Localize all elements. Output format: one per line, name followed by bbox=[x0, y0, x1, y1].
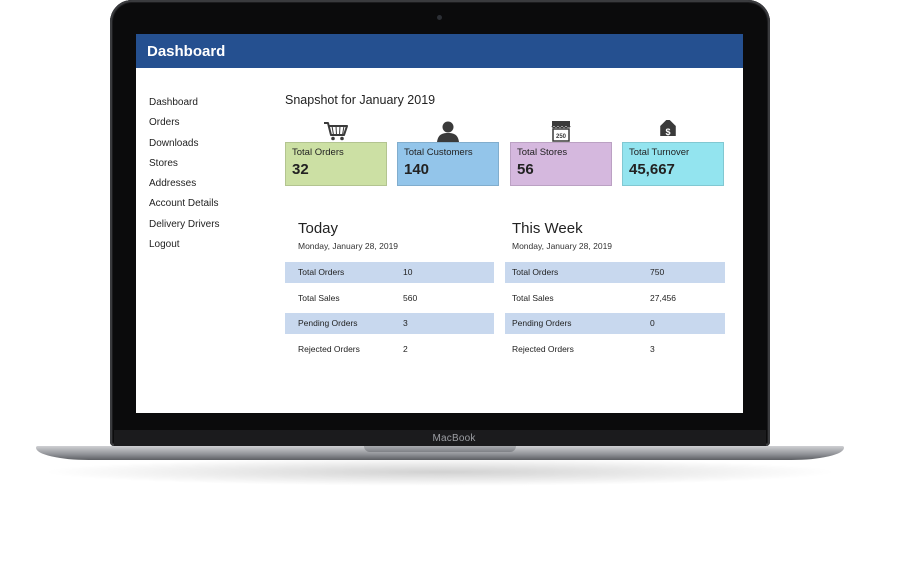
week-title: This Week bbox=[512, 220, 583, 237]
card-value: 32 bbox=[292, 161, 309, 178]
sidebar-item-logout[interactable]: Logout bbox=[149, 239, 180, 251]
card-label: Total Orders bbox=[292, 147, 344, 158]
card-total-turnover[interactable]: Total Turnover 45,667 bbox=[622, 142, 724, 186]
table-row: Pending Orders 0 bbox=[505, 313, 725, 334]
app-header: Dashboard bbox=[136, 34, 743, 68]
card-label: Total Stores bbox=[517, 147, 568, 158]
price-tag-icon: $ bbox=[653, 120, 683, 142]
sidebar-item-downloads[interactable]: Downloads bbox=[149, 137, 199, 149]
card-total-customers[interactable]: Total Customers 140 bbox=[397, 142, 499, 186]
card-label: Total Turnover bbox=[629, 147, 690, 158]
camera-icon bbox=[437, 15, 442, 20]
today-title: Today bbox=[298, 220, 339, 237]
card-label: Total Customers bbox=[404, 147, 473, 158]
laptop-hinge-notch bbox=[364, 446, 516, 452]
week-date: Monday, January 28, 2019 bbox=[512, 241, 613, 251]
row-value: 3 bbox=[650, 343, 655, 354]
row-value: 750 bbox=[650, 267, 665, 277]
today-date: Monday, January 28, 2019 bbox=[298, 241, 399, 251]
card-value: 45,667 bbox=[629, 161, 675, 178]
sidebar-item-orders[interactable]: Orders bbox=[149, 117, 180, 129]
laptop-shadow bbox=[40, 458, 840, 486]
laptop-base bbox=[36, 446, 844, 460]
store-icon-text: 250 bbox=[556, 134, 567, 140]
person-icon bbox=[433, 120, 463, 142]
table-row: Total Sales 560 bbox=[285, 288, 494, 309]
screen: Dashboard Dashboard Orders Downloads Sto… bbox=[136, 34, 743, 413]
laptop-bezel bbox=[114, 430, 766, 448]
svg-text:$: $ bbox=[665, 127, 670, 137]
row-value: 0 bbox=[650, 318, 655, 328]
shopping-cart-icon bbox=[321, 120, 351, 142]
table-row: Rejected Orders 3 bbox=[505, 339, 725, 360]
table-row: Rejected Orders 2 bbox=[285, 339, 494, 360]
sidebar-item-delivery-drivers[interactable]: Delivery Drivers bbox=[149, 218, 220, 230]
storefront-icon: 250 bbox=[546, 120, 576, 142]
row-label: Pending Orders bbox=[298, 318, 358, 328]
sidebar-item-addresses[interactable]: Addresses bbox=[149, 178, 197, 190]
sidebar-item-dashboard[interactable]: Dashboard bbox=[149, 97, 198, 108]
row-label: Rejected Orders bbox=[512, 343, 574, 354]
page-title: Dashboard bbox=[147, 43, 226, 60]
row-label: Total Orders bbox=[512, 267, 559, 277]
device-brand-label: MacBook bbox=[432, 433, 476, 444]
row-label: Total Sales bbox=[512, 292, 554, 303]
sidebar-item-account-details[interactable]: Account Details bbox=[149, 198, 219, 210]
row-label: Rejected Orders bbox=[298, 343, 360, 354]
row-value: 3 bbox=[403, 318, 408, 328]
week-stats-table: Total Orders 750 Total Sales 27,456 Pend… bbox=[505, 262, 725, 364]
snapshot-title: Snapshot for January 2019 bbox=[285, 93, 436, 107]
sidebar-item-stores[interactable]: Stores bbox=[149, 157, 178, 169]
card-value: 56 bbox=[517, 161, 534, 178]
table-row: Pending Orders 3 bbox=[285, 313, 494, 334]
row-value: 560 bbox=[403, 292, 418, 303]
table-row: Total Orders 10 bbox=[285, 262, 494, 283]
card-total-orders[interactable]: Total Orders 32 bbox=[285, 142, 387, 186]
row-label: Total Orders bbox=[298, 267, 345, 277]
row-value: 10 bbox=[403, 267, 413, 277]
row-value: 27,456 bbox=[650, 292, 676, 303]
row-label: Pending Orders bbox=[512, 318, 572, 328]
table-row: Total Sales 27,456 bbox=[505, 288, 725, 309]
row-label: Total Sales bbox=[298, 292, 340, 303]
today-stats-table: Total Orders 10 Total Sales 560 Pending … bbox=[285, 262, 494, 364]
table-row: Total Orders 750 bbox=[505, 262, 725, 283]
sidebar-nav: Dashboard Orders Downloads Stores Addres… bbox=[149, 93, 220, 255]
card-total-stores[interactable]: Total Stores 56 bbox=[510, 142, 612, 186]
card-value: 140 bbox=[404, 161, 430, 178]
row-value: 2 bbox=[403, 343, 408, 354]
